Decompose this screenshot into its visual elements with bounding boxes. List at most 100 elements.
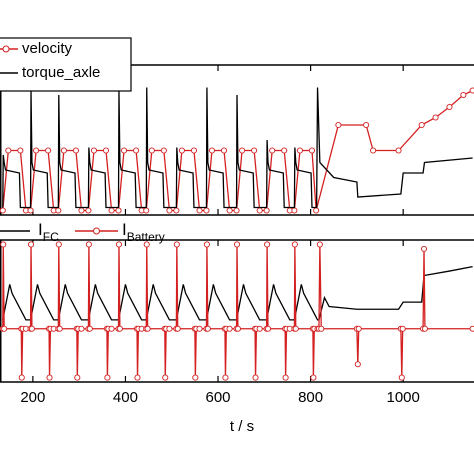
data-point bbox=[5, 147, 12, 154]
legend-box bbox=[0, 37, 132, 92]
data-point bbox=[143, 207, 150, 214]
data-point bbox=[239, 147, 246, 154]
data-point bbox=[143, 241, 150, 248]
data-point bbox=[85, 241, 92, 248]
data-point bbox=[55, 241, 62, 248]
data-point bbox=[203, 241, 210, 248]
data-point bbox=[0, 207, 6, 214]
data-point bbox=[28, 325, 35, 332]
data-point bbox=[196, 325, 203, 332]
legend-label-main: I bbox=[122, 220, 127, 239]
data-point bbox=[162, 374, 169, 381]
data-point bbox=[166, 207, 173, 214]
data-point bbox=[148, 147, 155, 154]
data-point bbox=[108, 207, 115, 214]
data-point bbox=[133, 147, 140, 154]
series-line bbox=[2, 244, 473, 378]
data-point bbox=[121, 147, 128, 154]
x-tick-label: 400 bbox=[113, 389, 138, 406]
data-point bbox=[420, 245, 428, 252]
data-point bbox=[134, 374, 141, 381]
data-point bbox=[45, 147, 52, 154]
data-point bbox=[363, 121, 370, 129]
data-point bbox=[17, 147, 24, 154]
data-point bbox=[174, 325, 181, 332]
data-point bbox=[220, 147, 228, 154]
legend-label: velocity bbox=[22, 40, 73, 57]
data-point bbox=[115, 207, 122, 214]
legend-label: IFC bbox=[38, 220, 59, 244]
data-point bbox=[316, 241, 323, 248]
x-tick-label: 800 bbox=[298, 389, 323, 406]
legend-label: torque_axle bbox=[22, 64, 100, 81]
data-point bbox=[269, 147, 276, 154]
data-point bbox=[398, 374, 405, 381]
data-point bbox=[370, 147, 377, 154]
data-point bbox=[144, 325, 151, 332]
data-point bbox=[166, 325, 173, 332]
plot-frame bbox=[0, 64, 474, 216]
data-point bbox=[173, 207, 180, 214]
data-point bbox=[222, 374, 229, 381]
legend-label: IBattery bbox=[122, 220, 165, 244]
data-point bbox=[469, 325, 474, 332]
legend-label-main: I bbox=[38, 220, 43, 239]
data-point bbox=[234, 325, 241, 332]
data-point bbox=[116, 325, 123, 332]
data-point bbox=[446, 103, 453, 111]
data-point bbox=[27, 207, 34, 214]
x-tick-label: 600 bbox=[206, 389, 231, 406]
x-tick-label: 200 bbox=[20, 389, 45, 406]
data-point bbox=[256, 207, 263, 214]
data-point bbox=[395, 147, 402, 154]
data-point bbox=[256, 325, 263, 332]
data-point bbox=[60, 147, 67, 154]
plot-frame bbox=[0, 239, 474, 383]
data-point bbox=[226, 207, 233, 214]
data-point bbox=[108, 325, 115, 332]
data-point bbox=[0, 241, 7, 248]
data-point bbox=[310, 374, 317, 381]
data-point bbox=[55, 207, 62, 214]
data-point bbox=[318, 325, 325, 332]
data-point bbox=[78, 207, 85, 214]
data-point bbox=[460, 91, 467, 99]
data-point bbox=[190, 147, 198, 154]
x-tick-label: 1000 bbox=[386, 389, 419, 406]
data-point bbox=[282, 374, 289, 381]
data-point bbox=[192, 374, 199, 381]
plot-area bbox=[0, 241, 474, 381]
data-point bbox=[291, 241, 298, 248]
data-point bbox=[233, 241, 241, 248]
legend-marker bbox=[93, 227, 100, 235]
data-point bbox=[203, 207, 210, 214]
data-point bbox=[56, 325, 63, 332]
data-point bbox=[263, 207, 270, 214]
data-point bbox=[86, 325, 93, 332]
data-point bbox=[102, 147, 110, 154]
data-point bbox=[208, 147, 216, 154]
data-point bbox=[469, 87, 474, 94]
data-point bbox=[264, 241, 271, 248]
data-point bbox=[178, 147, 185, 154]
data-point bbox=[335, 121, 342, 129]
plot-area bbox=[0, 87, 474, 214]
legend-marker bbox=[2, 45, 10, 53]
data-point bbox=[233, 207, 240, 214]
data-point bbox=[104, 374, 111, 381]
data-point bbox=[313, 207, 320, 214]
data-point bbox=[1, 325, 8, 332]
series-line bbox=[2, 265, 473, 321]
data-point bbox=[204, 325, 211, 332]
data-point bbox=[226, 325, 233, 332]
data-point bbox=[291, 207, 298, 214]
data-point bbox=[90, 147, 98, 154]
data-point bbox=[264, 325, 272, 332]
data-point bbox=[46, 374, 53, 381]
data-point bbox=[72, 147, 79, 154]
data-point bbox=[78, 325, 85, 332]
data-point bbox=[281, 147, 288, 154]
data-point bbox=[173, 241, 180, 248]
legend-label-sub: Battery bbox=[127, 230, 165, 244]
data-point bbox=[399, 325, 406, 332]
